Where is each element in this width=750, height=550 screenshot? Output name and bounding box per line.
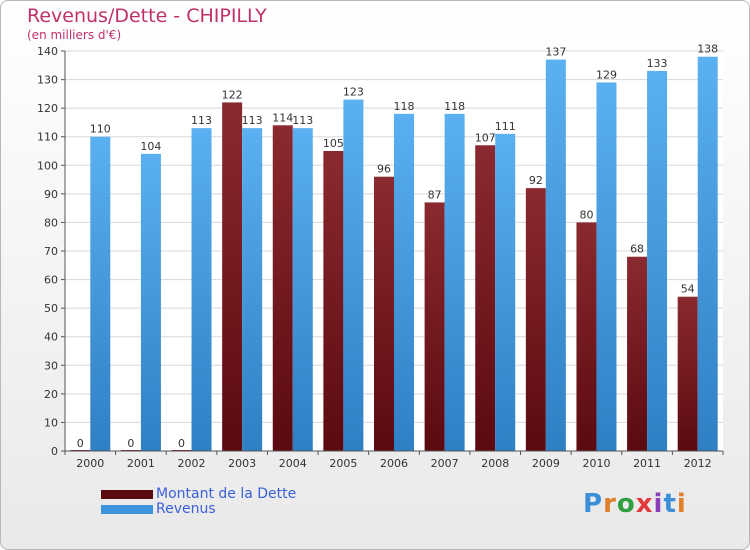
logo-letter: r (603, 489, 617, 519)
x-tick-label: 2009 (532, 457, 560, 470)
data-label-dette: 105 (323, 137, 344, 150)
x-tick-label: 2004 (279, 457, 307, 470)
bar-dette (424, 202, 445, 451)
data-label-revenus: 110 (90, 123, 111, 136)
bar-revenus (191, 128, 212, 451)
proxiti-logo: Proxiti (583, 489, 687, 519)
data-label-dette: 122 (222, 88, 243, 101)
data-label-revenus: 113 (242, 114, 263, 127)
bar-dette (222, 102, 243, 451)
y-tick-label: 90 (44, 188, 58, 201)
logo-letter: P (583, 489, 604, 519)
y-tick-label: 110 (37, 131, 58, 144)
bar-dette (323, 151, 344, 451)
data-label-dette: 92 (529, 174, 543, 187)
bar-revenus (242, 128, 263, 451)
data-label-revenus: 133 (647, 57, 668, 70)
data-label-dette: 0 (127, 437, 134, 450)
bar-revenus (394, 113, 414, 451)
bar-dette (576, 222, 597, 451)
x-tick-label: 2001 (127, 457, 155, 470)
data-label-dette: 54 (681, 283, 695, 296)
bar-dette (525, 188, 546, 451)
logo-letter: t (663, 489, 677, 519)
data-label-revenus: 118 (444, 100, 465, 113)
data-label-revenus: 129 (596, 68, 617, 81)
data-label-dette: 80 (579, 208, 593, 221)
bar-revenus (90, 136, 111, 451)
bar-revenus (343, 99, 364, 452)
bar-revenus (545, 59, 566, 451)
bar-dette (627, 256, 648, 451)
legend-label-revenus: Revenus (156, 501, 216, 517)
x-tick-label: 2010 (582, 457, 610, 470)
legend-label-dette: Montant de la Dette (156, 486, 297, 502)
legend-swatch-dette (101, 490, 153, 499)
bar-dette (272, 125, 293, 452)
y-tick-label: 60 (44, 274, 58, 287)
bar-revenus (292, 128, 313, 451)
bar-dette (374, 176, 394, 451)
axes: 0 10 20 30 40 50 60 70 80 90 100 110 120 130 140 2000 20… (37, 45, 724, 470)
bar-revenus (596, 82, 617, 451)
x-tick-label: 2005 (329, 457, 357, 470)
x-tick-label: 2000 (76, 457, 104, 470)
logo-letter: i (653, 489, 664, 519)
x-tick-label: 2003 (228, 457, 256, 470)
data-label-revenus: 118 (394, 100, 415, 113)
y-tick-label: 70 (44, 245, 58, 258)
bar-revenus (697, 56, 718, 451)
y-tick-label: 120 (37, 102, 58, 115)
data-label-dette: 68 (630, 243, 644, 256)
bar-revenus (140, 153, 161, 451)
bar-revenus (495, 133, 516, 451)
y-tick-label: 10 (44, 416, 58, 429)
y-tick-label: 50 (44, 302, 58, 315)
data-label-revenus: 113 (191, 114, 212, 127)
data-label-dette: 107 (475, 131, 496, 144)
x-tick-label: 2006 (380, 457, 408, 470)
bar-dette (475, 145, 496, 452)
data-label-revenus: 113 (292, 114, 313, 127)
y-tick-label: 30 (44, 359, 58, 372)
y-tick-label: 20 (44, 388, 58, 401)
data-label-dette: 87 (428, 188, 442, 201)
data-label-revenus: 111 (495, 120, 516, 133)
x-tick-label: 2008 (481, 457, 509, 470)
x-tick-label: 2011 (633, 457, 661, 470)
y-tick-label: 0 (51, 445, 58, 458)
data-label-dette: 114 (272, 111, 293, 124)
x-tick-label: 2002 (178, 457, 206, 470)
y-tick-label: 100 (37, 159, 58, 172)
bar-revenus (647, 71, 668, 451)
chart-title: Revenus/Dette - CHIPILLY (27, 5, 267, 27)
legend-swatch-revenus (101, 505, 153, 514)
data-label-revenus: 104 (140, 140, 161, 153)
y-tick-label: 130 (37, 74, 58, 87)
logo-letter: o (616, 489, 636, 519)
data-label-revenus: 138 (697, 43, 718, 56)
y-tick-label: 80 (44, 216, 58, 229)
bar-revenus (444, 113, 465, 451)
data-label-revenus: 123 (343, 86, 364, 99)
chart-subtitle: (en milliers d'€) (27, 28, 122, 42)
data-label-dette: 0 (178, 437, 185, 450)
y-tick-label: 140 (37, 45, 58, 58)
logo-letter: i (676, 489, 687, 519)
bar-dette (677, 296, 698, 451)
bars (70, 56, 718, 452)
data-label-revenus: 137 (545, 46, 566, 59)
data-label-dette: 0 (77, 437, 84, 450)
x-tick-label: 2012 (684, 457, 712, 470)
logo-letter: x (635, 489, 654, 519)
x-tick-label: 2007 (431, 457, 459, 470)
y-tick-label: 40 (44, 331, 58, 344)
data-label-dette: 96 (377, 163, 391, 176)
